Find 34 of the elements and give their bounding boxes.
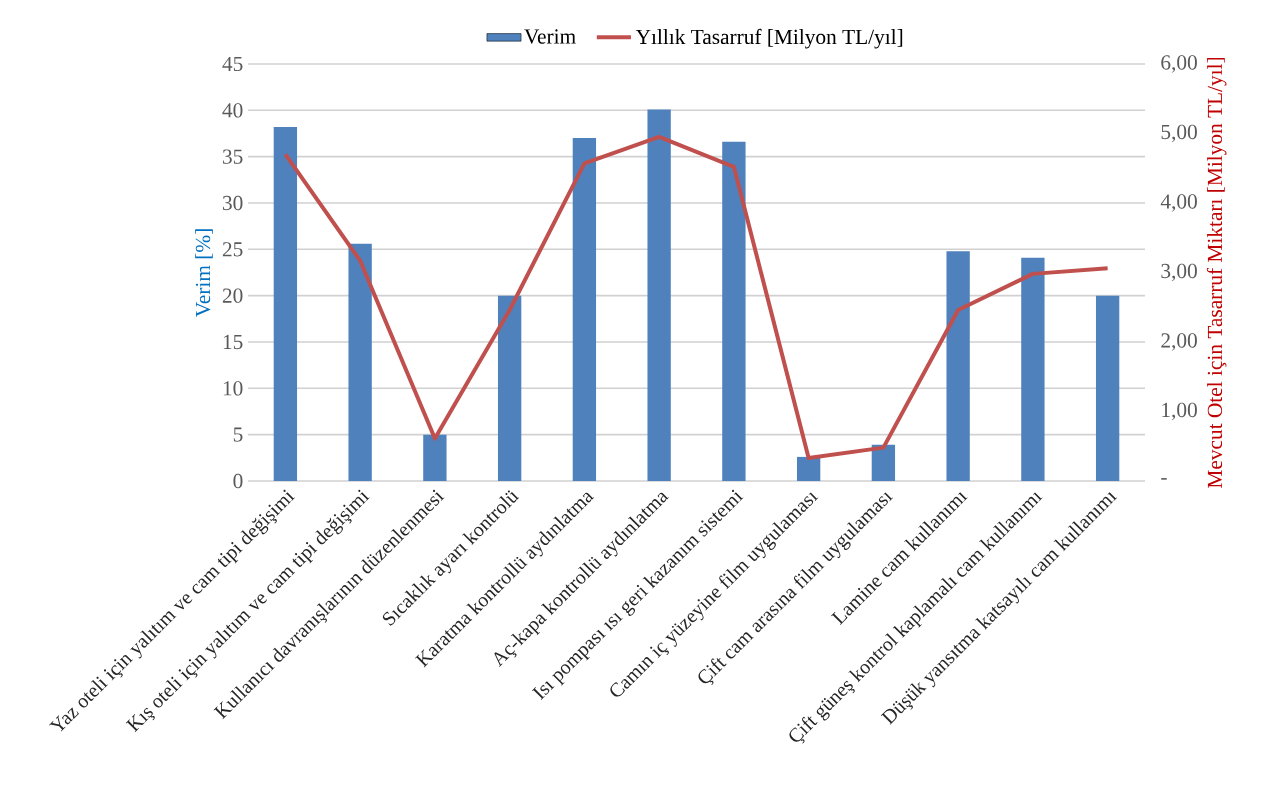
y2-tick-label: 4,00 [1160, 194, 1197, 212]
y-tick-label: 30 [222, 195, 243, 211]
y2-tick-label: 3,00 [1161, 263, 1197, 282]
y2-tick-label: 6,00 [1161, 55, 1197, 73]
bar [423, 434, 447, 481]
y-tick-label: 40 [222, 103, 243, 118]
bar [348, 243, 372, 481]
y-axis-title: Verim [%] [195, 229, 213, 317]
bar [497, 295, 522, 481]
y2-axis-title: Mevcut Otel için Tasarruf Miktarı [Milyon TL/yıl] [1206, 57, 1227, 488]
bar [796, 456, 821, 481]
y-tick-label: 45 [222, 56, 243, 72]
legend-label: Yıllık Tasarruf [Milyon TL/yıl] [635, 28, 903, 49]
y2-tick-label: - [1161, 478, 1167, 480]
y-tick-label: 35 [222, 149, 243, 164]
y-tick-label: 10 [223, 381, 243, 396]
y-tick-label: 15 [223, 334, 243, 350]
y2-tick-label: 1,00 [1162, 402, 1197, 421]
bar [647, 109, 671, 481]
legend-label: Verim [524, 29, 576, 44]
bar [1095, 295, 1120, 481]
line-series [283, 134, 1110, 461]
bar [572, 138, 597, 481]
y2-tick-label: 2,00 [1161, 333, 1197, 351]
bar [722, 141, 746, 481]
y2-tick-label: 5,00 [1161, 124, 1197, 143]
bar [1021, 257, 1045, 481]
bar [871, 444, 896, 481]
y-tick-label: 5 [233, 427, 243, 442]
y-tick-label: 0 [233, 473, 243, 489]
bar [946, 251, 970, 481]
y-tick-label: 25 [222, 242, 243, 257]
bar [273, 127, 298, 481]
y-tick-label: 20 [222, 288, 243, 303]
